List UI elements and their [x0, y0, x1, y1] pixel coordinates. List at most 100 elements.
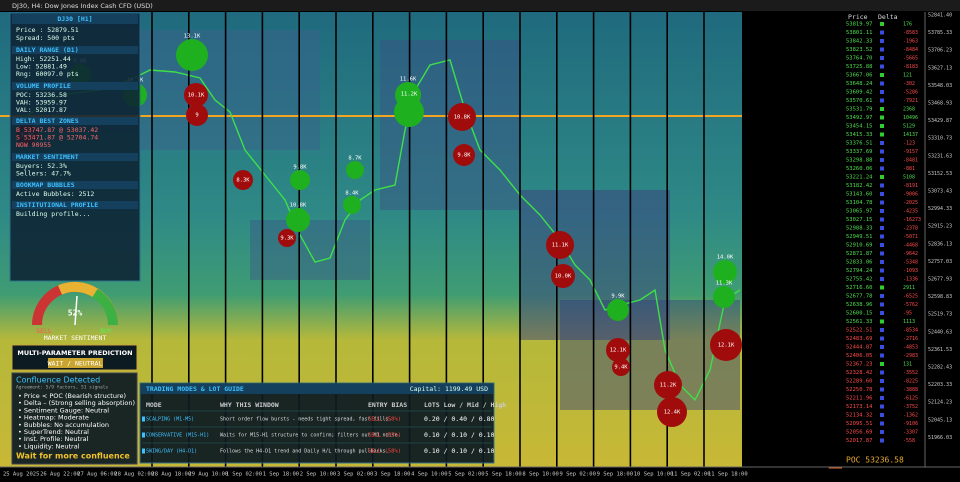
bubble-label: 8.7K	[348, 156, 362, 162]
delta-block	[880, 328, 884, 332]
price-tick-label: 52203.33	[928, 382, 952, 388]
title-bar	[0, 0, 960, 11]
bubble-label: 13.1K	[184, 34, 201, 40]
section-title: DAILY RANGE (D1)	[16, 46, 79, 54]
ladder-delta: -2983	[903, 353, 918, 359]
order-bubble	[176, 39, 208, 71]
ladder-price: 52017.87	[846, 438, 873, 444]
confluence-item: • Sentiment Gauge: Neutral	[18, 406, 109, 414]
price-tick-label: 52757.03	[928, 259, 952, 265]
time-tick-label: 1 Sep 02:00	[226, 472, 262, 478]
section-title: VOLUME PROFILE	[16, 82, 71, 90]
bubble-label: 10.1K	[188, 93, 205, 99]
section-line: VAH: 53959.97	[16, 99, 67, 107]
ladder-price: 53415.33	[846, 132, 873, 138]
heat-zone	[380, 40, 520, 210]
ladder-delta: -4853	[903, 345, 918, 351]
ladder-delta: -4468	[903, 243, 918, 249]
order-bubble	[186, 104, 208, 126]
heat-zone	[250, 220, 370, 280]
time-tick-label: 4 Sep 10:00	[411, 472, 447, 478]
price-tick-label: 52519.73	[928, 312, 952, 318]
ladder-price: 53027.15	[846, 217, 873, 223]
ladder-price: 53143.60	[846, 192, 873, 198]
bubble-label: 10.8K	[290, 203, 307, 209]
time-tick-label: 28 Aug 02:00	[114, 472, 154, 478]
delta-block	[880, 90, 884, 94]
delta-block	[880, 277, 884, 281]
delta-block	[880, 81, 884, 86]
time-tick-label: 27 Aug 06:00	[77, 472, 117, 478]
ladder-delta: -5071	[903, 234, 918, 240]
ladder-price: 52328.42	[846, 370, 873, 376]
modes-table	[139, 382, 495, 464]
time-tick-label: 8 Sep 10:00	[522, 472, 558, 478]
section-title: DELTA BEST ZONES	[16, 117, 79, 125]
prediction-title: MULTI-PARAMETER PREDICTION	[17, 349, 132, 357]
ladder-price: 52406.05	[846, 353, 873, 359]
ladder-delta: -8534	[903, 328, 918, 334]
order-bubble	[286, 208, 310, 232]
order-bubble	[184, 83, 208, 107]
column-header: ENTRY BIAS	[368, 401, 407, 409]
ladder-header: Price	[848, 13, 868, 21]
delta-block	[880, 22, 884, 26]
ladder-price: 53492.97	[846, 115, 873, 121]
bubble-label: 10.8K	[454, 115, 471, 121]
bubble-label: 8.4K	[345, 191, 359, 197]
ladder-price: 53667.06	[846, 73, 873, 79]
ladder-price: 53764.70	[846, 56, 873, 62]
table-cell: SELL (58%)	[368, 417, 401, 423]
ladder-delta: 5108	[903, 175, 915, 181]
delta-block	[880, 64, 884, 69]
gauge-arc	[92, 288, 118, 326]
confluence-item: • Inst. Profile: Neutral	[18, 435, 89, 443]
ladder-delta: -5665	[903, 56, 918, 62]
ladder-price: 52988.33	[846, 226, 873, 232]
ladder-delta: 121	[903, 73, 912, 79]
section-header	[12, 117, 138, 125]
ladder-price: 53337.69	[846, 149, 873, 155]
delta-block	[880, 362, 884, 366]
delta-block	[880, 217, 884, 222]
column-header: MODE	[146, 401, 162, 409]
panel-header	[12, 14, 138, 24]
ladder-delta: -6125	[903, 396, 918, 402]
ladder-price: 52173.14	[846, 404, 873, 410]
order-bubble	[654, 371, 682, 399]
ladder-delta: -8481	[903, 158, 918, 164]
time-tick-label: 9 Sep 02:00	[560, 472, 596, 478]
ladder-price: 52250.78	[846, 387, 873, 393]
ladder-price: 52638.96	[846, 302, 873, 308]
heat-zone	[560, 300, 740, 410]
delta-block	[880, 285, 884, 290]
order-bubble	[278, 229, 296, 247]
order-bubble	[290, 170, 310, 190]
bubble-label: 11.6K	[400, 77, 417, 83]
table-cell: Short order flow bursts - needs tight sp…	[220, 417, 392, 423]
table-cell: 0.10 / 0.10 / 0.10	[424, 431, 495, 439]
ladder-delta: -8191	[903, 183, 918, 189]
time-tick-label: 1 Sep 18:00	[263, 472, 299, 478]
confluence-item: • Price < POC (Bearish structure)	[18, 392, 126, 400]
bubble-label: 12.1K	[718, 343, 735, 349]
gauge-value: 52%	[68, 309, 83, 318]
bubble-label: 9.4K	[614, 365, 628, 371]
confluence-title: Confluence Detected	[16, 376, 100, 385]
order-bubble	[343, 196, 361, 214]
table-title: TRADING MODES & LOT GUIDE	[146, 385, 244, 393]
ladder-price: 52211.96	[846, 396, 873, 402]
table-cell: SCALPING (M1-M5)	[146, 417, 194, 423]
ladder-delta: 10496	[903, 115, 918, 121]
ladder-delta: -8583	[903, 30, 918, 36]
info-line: Spread: 500 pts	[16, 34, 75, 42]
panel-title: DJ30 [H1]	[57, 15, 92, 23]
gauge-right: BUY	[100, 327, 112, 335]
heat-zone	[520, 190, 670, 340]
price-tick-label: 53231.63	[928, 153, 952, 159]
table-cell: 0.10 / 0.10 / 0.10	[424, 447, 495, 455]
delta-block	[880, 124, 884, 128]
gauge-left: SELL	[36, 327, 52, 335]
mode-icon	[142, 432, 145, 438]
delta-block	[880, 47, 884, 52]
